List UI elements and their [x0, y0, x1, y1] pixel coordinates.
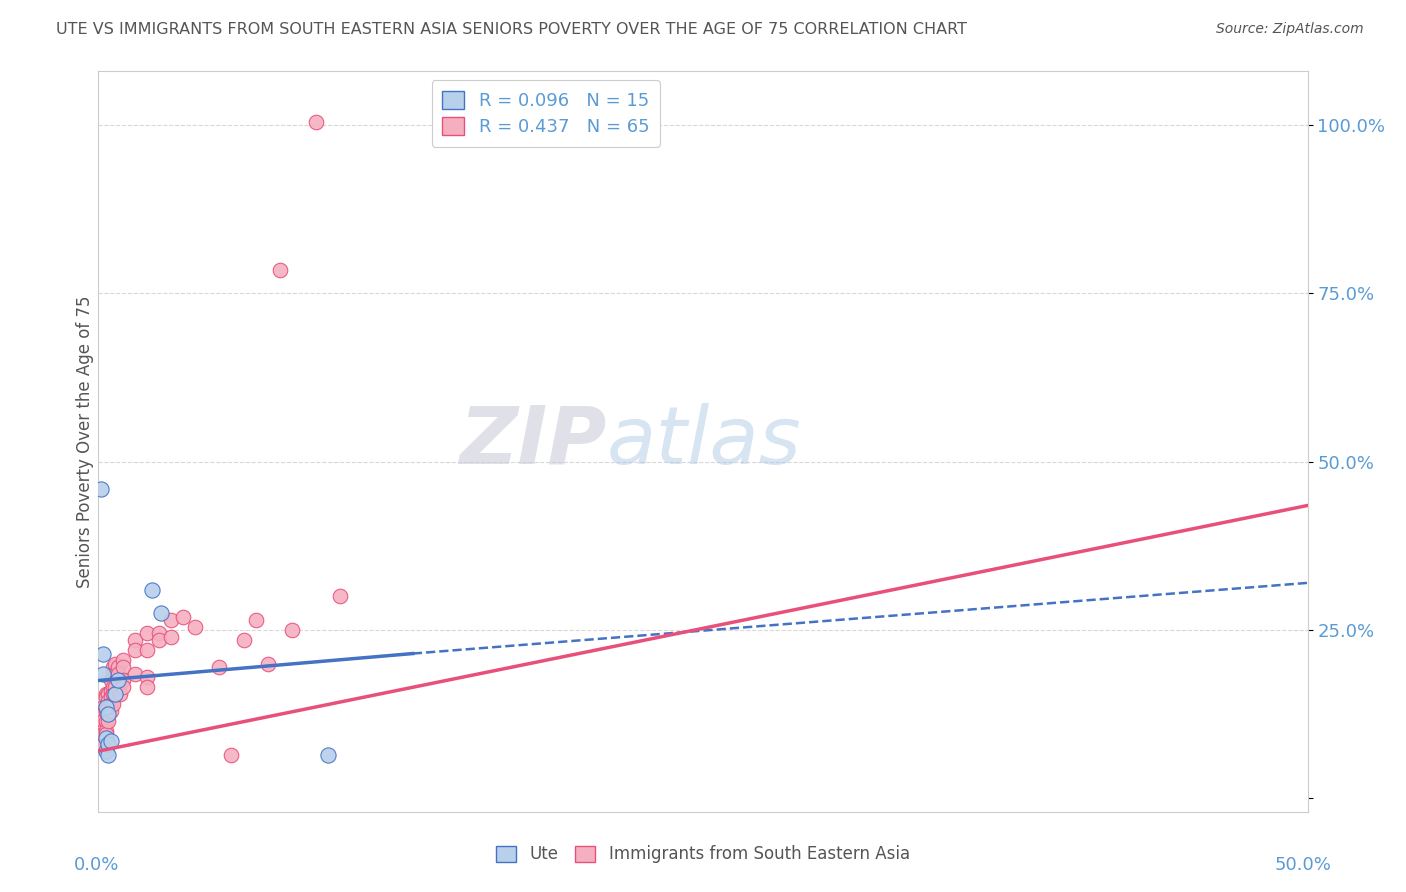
Point [90, 482, 112, 496]
Point [141, 582, 163, 597]
Y-axis label: Seniors Poverty Over the Age of 75: Seniors Poverty Over the Age of 75 [76, 295, 94, 588]
Point [100, 697, 122, 711]
Point [97, 707, 120, 722]
Point [107, 673, 129, 688]
Point [91, 723, 114, 738]
Point [97, 707, 120, 722]
Point [91, 647, 114, 661]
Point [135, 670, 157, 684]
Point [104, 666, 127, 681]
Point [90, 710, 112, 724]
Point [100, 690, 122, 705]
Point [90, 723, 112, 738]
Point [97, 687, 120, 701]
Point [97, 700, 120, 714]
Point [104, 687, 127, 701]
Point [108, 687, 131, 701]
Point [90, 738, 112, 752]
Point [94, 704, 117, 718]
Point [148, 633, 170, 648]
Point [135, 626, 157, 640]
Point [104, 657, 127, 671]
Text: 0.0%: 0.0% [75, 856, 120, 874]
Point [316, 747, 339, 762]
Point [94, 700, 117, 714]
Point [101, 680, 124, 694]
Point [91, 700, 114, 714]
Point [135, 680, 157, 694]
Point [107, 660, 129, 674]
Point [108, 677, 131, 691]
Text: 50.0%: 50.0% [1275, 856, 1331, 874]
Text: Source: ZipAtlas.com: Source: ZipAtlas.com [1216, 22, 1364, 37]
Point [184, 619, 207, 633]
Point [94, 744, 117, 758]
Point [104, 680, 127, 694]
Point [97, 747, 120, 762]
Point [232, 633, 254, 648]
Point [97, 714, 120, 728]
Point [172, 609, 194, 624]
Text: atlas: atlas [606, 402, 801, 481]
Point [150, 606, 173, 620]
Point [124, 633, 146, 648]
Point [97, 738, 120, 752]
Point [221, 747, 243, 762]
Point [91, 707, 114, 722]
Point [100, 673, 122, 688]
Point [256, 657, 278, 671]
Point [101, 687, 124, 701]
Point [97, 694, 120, 708]
Point [94, 700, 117, 714]
Point [91, 714, 114, 728]
Point [111, 680, 134, 694]
Point [100, 734, 122, 748]
Point [208, 660, 231, 674]
Point [94, 731, 117, 745]
Point [91, 727, 114, 741]
Point [148, 626, 170, 640]
Point [124, 666, 146, 681]
Point [305, 115, 328, 129]
Point [124, 643, 146, 657]
Point [111, 653, 134, 667]
Point [160, 613, 183, 627]
Legend: Ute, Immigrants from South Eastern Asia: Ute, Immigrants from South Eastern Asia [489, 838, 917, 870]
Point [111, 660, 134, 674]
Text: ZIP: ZIP [458, 402, 606, 481]
Point [94, 690, 117, 705]
Point [160, 630, 183, 644]
Point [100, 704, 122, 718]
Point [100, 683, 122, 698]
Point [91, 666, 114, 681]
Text: UTE VS IMMIGRANTS FROM SOUTH EASTERN ASIA SENIORS POVERTY OVER THE AGE OF 75 COR: UTE VS IMMIGRANTS FROM SOUTH EASTERN ASI… [56, 22, 967, 37]
Point [245, 613, 267, 627]
Point [94, 723, 117, 738]
Point [90, 731, 112, 745]
Point [101, 660, 124, 674]
Point [94, 727, 117, 741]
Point [101, 697, 124, 711]
Point [94, 687, 117, 701]
Point [135, 643, 157, 657]
Point [101, 666, 124, 681]
Point [107, 666, 129, 681]
Point [111, 673, 134, 688]
Point [94, 714, 117, 728]
Point [104, 687, 127, 701]
Point [329, 590, 352, 604]
Point [269, 263, 291, 277]
Point [281, 623, 304, 637]
